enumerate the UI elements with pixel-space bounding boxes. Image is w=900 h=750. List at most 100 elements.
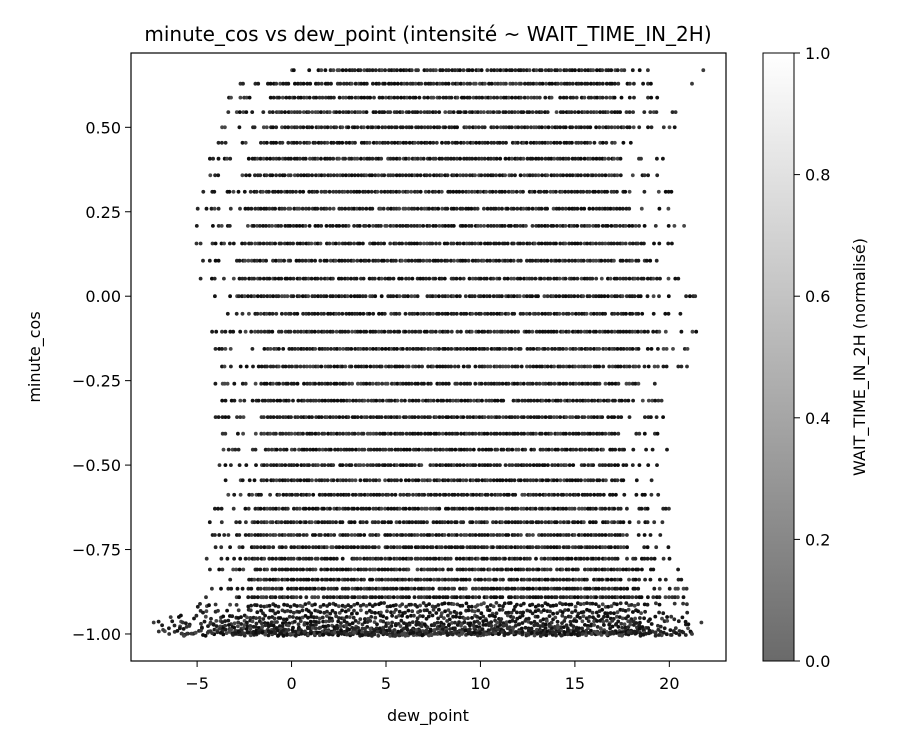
scatter-point [410,415,415,419]
scatter-point [656,189,661,194]
scatter-point [509,577,514,582]
scatter-point [633,276,637,281]
scatter-point [505,206,510,211]
scatter-point [295,577,300,582]
scatter-point [390,492,394,497]
scatter-point [322,173,327,178]
scatter-point [446,156,450,161]
scatter-point [608,611,613,615]
scatter-point [356,95,361,100]
scatter-point [414,492,419,497]
scatter-point [437,311,441,316]
scatter-point [337,431,342,436]
scatter-point [615,241,620,246]
scatter-point [600,586,605,591]
scatter-point [286,478,290,483]
scatter-point [305,381,310,386]
scatter-point [356,431,361,436]
scatter-point [612,241,616,246]
scatter-point [389,125,394,130]
scatter-point [437,577,441,582]
scatter-point [407,415,412,419]
scatter-point [416,431,421,436]
scatter-point [431,608,436,612]
scatter-point [201,258,205,263]
scatter-point [597,311,602,316]
scatter-point [363,294,368,299]
scatter-point [253,206,258,211]
scatter-point [600,206,605,211]
scatter-point [666,206,671,211]
scatter-point [545,241,550,246]
scatter-point [482,329,487,334]
scatter-point [488,506,493,511]
scatter-point [604,595,608,600]
scatter-point [444,463,448,467]
scatter-point [431,520,436,525]
scatter-point [289,520,293,525]
scatter-point [340,125,345,130]
scatter-point [380,68,384,73]
scatter-point [465,140,470,145]
scatter-point [570,241,574,246]
scatter-point [277,506,281,511]
scatter-point [310,110,315,114]
scatter-point [500,381,505,386]
scatter-point [308,381,312,386]
scatter-point [458,68,462,73]
scatter-point [573,110,577,114]
scatter-point [521,110,526,114]
scatter-point [558,364,563,369]
scatter-point [361,602,366,607]
scatter-point [551,611,555,616]
scatter-point [273,577,278,582]
scatter-point [394,520,399,525]
scatter-point [320,463,324,467]
scatter-point [458,463,462,467]
scatter-point [552,173,557,178]
scatter-point [585,125,590,130]
scatter-point [573,604,578,609]
scatter-point [213,602,218,607]
scatter-point [524,329,529,334]
scatter-point [509,610,514,615]
scatter-point [511,206,516,211]
scatter-point [512,577,517,582]
scatter-point [498,95,503,100]
scatter-point [376,381,381,386]
scatter-point [344,140,349,145]
scatter-point [492,567,496,572]
scatter-point [625,556,629,561]
scatter-point [554,258,559,263]
scatter-point [558,506,563,511]
scatter-point [532,447,536,452]
scatter-point [636,520,641,525]
scatter-point [335,478,340,483]
scatter-point [459,431,463,436]
scatter-point [621,533,625,537]
scatter-point [477,95,482,100]
scatter-point [212,276,217,281]
scatter-point [537,533,541,537]
scatter-point [488,95,493,100]
scatter-point [592,398,597,403]
scatter-point [546,595,551,600]
scatter-point [376,545,381,550]
scatter-point [426,447,431,452]
scatter-point [398,68,403,73]
scatter-point [343,609,348,614]
scatter-point [502,224,507,228]
scatter-point [265,506,270,511]
scatter-point [558,140,563,145]
scatter-point [310,125,314,130]
scatter-point [657,206,662,211]
scatter-point [473,241,477,246]
scatter-point [440,206,445,211]
scatter-point [386,431,391,436]
scatter-point [359,276,363,281]
scatter-point [556,492,560,497]
scatter-point [346,595,350,600]
scatter-point [515,602,519,607]
scatter-point [278,398,283,403]
scatter-point [643,492,647,497]
